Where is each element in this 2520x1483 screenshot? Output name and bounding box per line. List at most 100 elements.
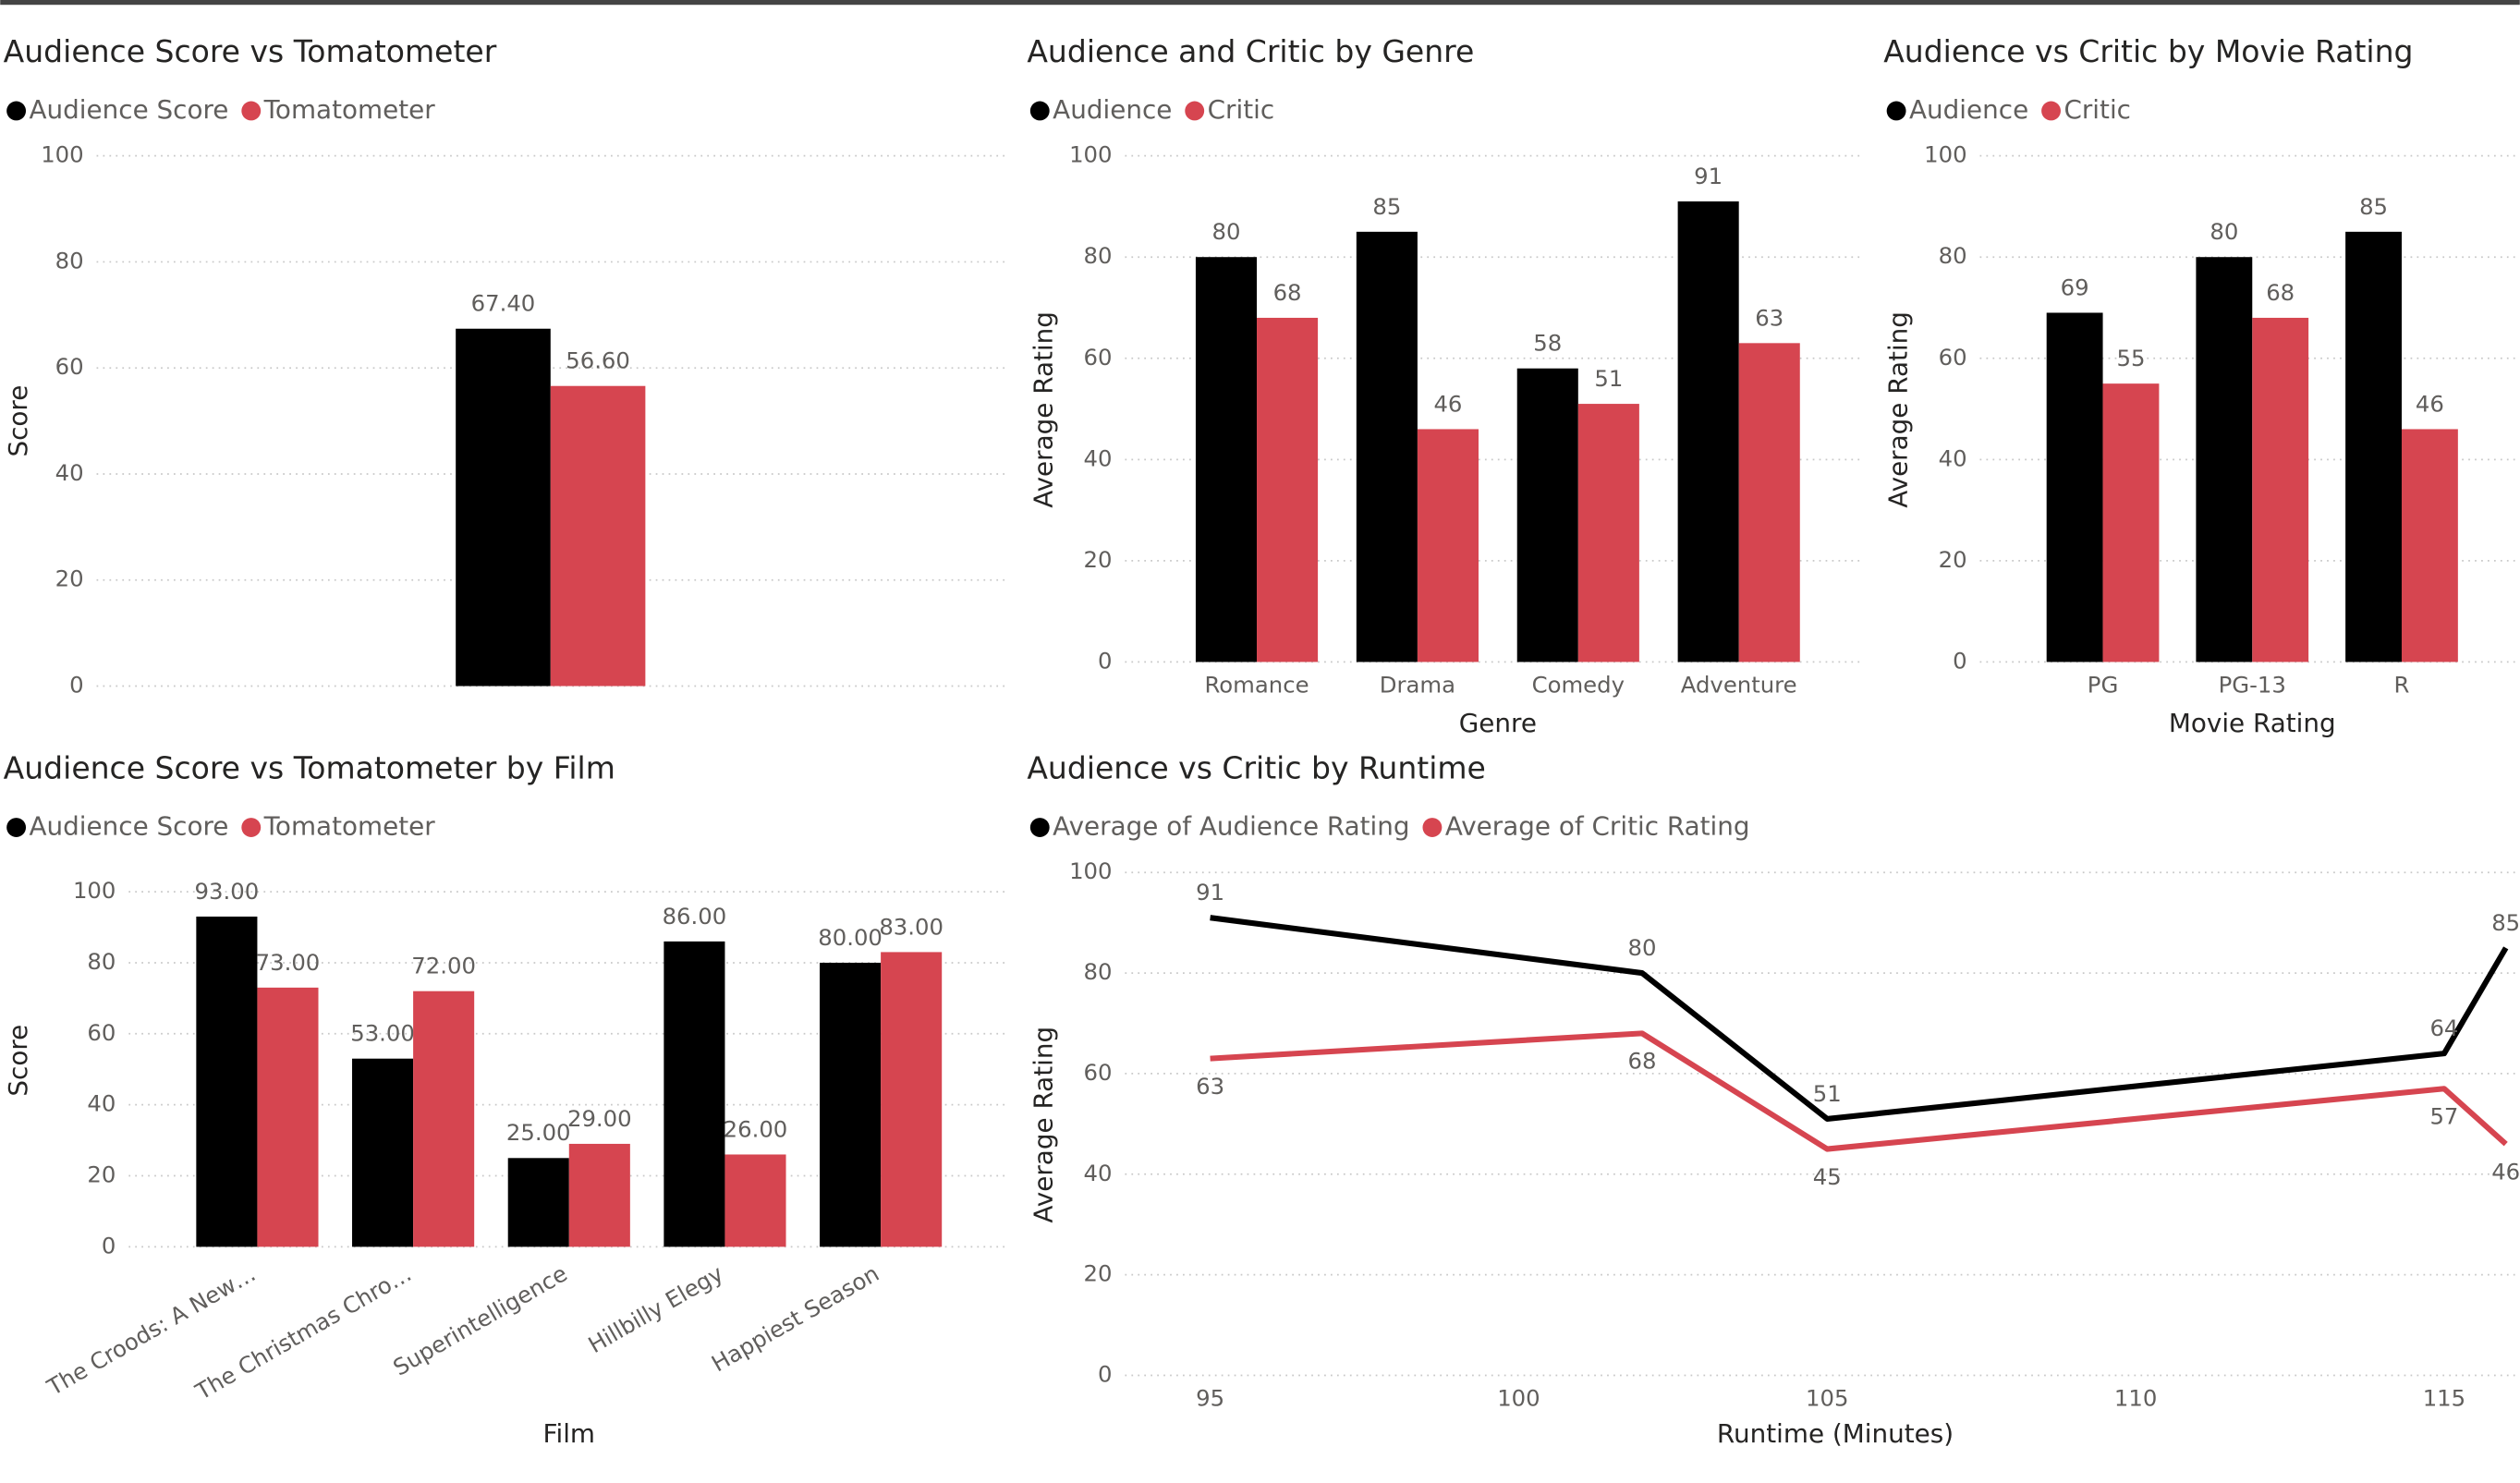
x-tick-label: PG-13 [2219,672,2286,699]
y-tick-label: 100 [1069,141,1112,168]
legend-label: Audience Score [30,811,229,842]
y-tick-label: 20 [1939,546,1967,573]
legend-label: Audience [1053,94,1172,125]
bar [1356,231,1418,662]
bar [1417,429,1479,662]
bar [568,1143,630,1247]
data-label: 63 [1196,1073,1224,1100]
chart-title: Audience Score vs Tomatometer by Film [4,749,615,785]
y-tick-label: 80 [55,247,84,274]
bar [352,1058,414,1247]
y-tick-label: 60 [1084,344,1113,371]
y-tick-label: 60 [1939,344,1967,371]
legend-marker [1029,818,1050,837]
x-tick-label: Superintelligence [388,1259,571,1380]
x-tick-label: 105 [1806,1385,1848,1412]
y-axis-label: Average Rating [1028,1027,1058,1223]
legend-marker [6,818,27,837]
y-tick-label: 100 [1069,857,1112,884]
legend-label: Audience [1909,94,2028,125]
x-axis-label: Movie Rating [2169,708,2336,738]
data-label: 46 [2416,390,2444,417]
x-tick-label: Romance [1204,672,1309,699]
data-label: 69 [2061,274,2089,300]
data-label: 29.00 [567,1105,632,1132]
y-tick-label: 20 [55,565,84,592]
y-tick-label: 0 [69,672,83,699]
bar [1516,368,1578,662]
y-tick-label: 0 [1953,647,1966,674]
bar [1195,257,1258,662]
y-tick-label: 40 [1084,444,1113,471]
x-tick-label: Drama [1380,672,1455,699]
x-axis-label: Genre [1459,708,1537,738]
x-tick-label: 100 [1497,1385,1540,1412]
x-tick-label: Hillbilly Elegy [583,1259,727,1358]
y-tick-label: 100 [73,877,116,904]
bar [2196,257,2253,662]
chart-title: Audience and Critic by Genre [1027,33,1474,69]
y-tick-label: 40 [55,459,84,486]
legend-marker [241,101,262,121]
data-label: 72.00 [411,953,476,979]
y-tick-label: 0 [102,1232,116,1258]
y-axis-label: Score [3,1025,33,1097]
data-label: 83.00 [879,913,943,940]
legend-marker [1185,101,1205,121]
x-tick-label: R [2394,672,2410,699]
y-tick-label: 80 [87,948,116,975]
bar [456,328,551,687]
data-label: 80.00 [818,924,883,951]
y-tick-label: 40 [1939,444,1967,471]
y-tick-label: 100 [1924,141,1966,168]
x-tick-label: Comedy [1532,672,1625,699]
y-tick-label: 0 [1098,647,1112,674]
data-label: 56.60 [566,347,630,374]
x-axis-label: Runtime (Minutes) [1717,1418,1954,1449]
x-tick-label: PG [2088,672,2119,699]
top-border [0,0,2520,6]
legend-marker [2041,101,2061,121]
bar [196,916,258,1247]
bar [2401,429,2458,662]
bar [507,1158,569,1247]
data-label: 55 [2116,345,2145,371]
y-tick-label: 20 [1084,546,1113,573]
legend-marker [6,101,27,121]
x-axis-label: Film [543,1418,596,1449]
x-tick-label: Happiest Season [707,1259,883,1377]
y-tick-label: 60 [87,1019,116,1046]
x-tick-label: Adventure [1681,672,1797,699]
legend-marker [1029,101,1050,121]
chart-title: Audience vs Critic by Movie Rating [1883,33,2413,69]
data-label: 85 [2359,193,2388,220]
bar [1738,343,1800,662]
y-tick-label: 20 [1084,1260,1113,1287]
data-label: 25.00 [506,1119,571,1146]
bar [2102,383,2160,662]
data-label: 51 [1594,365,1623,392]
bar [820,962,882,1247]
y-tick-label: 60 [1084,1059,1113,1086]
legend-marker [1886,101,1906,121]
bar [1257,317,1319,662]
legend-label: Tomatometer [263,94,436,125]
data-label: 67.40 [471,290,536,317]
bar [257,987,319,1247]
data-label: 64 [2429,1015,2458,1041]
data-label: 63 [1755,304,1783,331]
legend-label: Audience Score [30,94,229,125]
legend-marker [1422,818,1443,837]
y-tick-label: 80 [1084,958,1113,985]
x-tick-label: 115 [2423,1385,2465,1412]
x-tick-label: 110 [2114,1385,2157,1412]
data-label: 80 [1211,218,1240,245]
y-tick-label: 100 [41,141,83,168]
line [1210,915,2509,1122]
y-tick-label: 40 [87,1090,116,1117]
y-axis-label: Average Rating [1028,311,1058,508]
data-label: 85 [2491,909,2520,936]
y-tick-label: 80 [1939,242,1967,269]
data-label: 85 [1372,193,1401,220]
